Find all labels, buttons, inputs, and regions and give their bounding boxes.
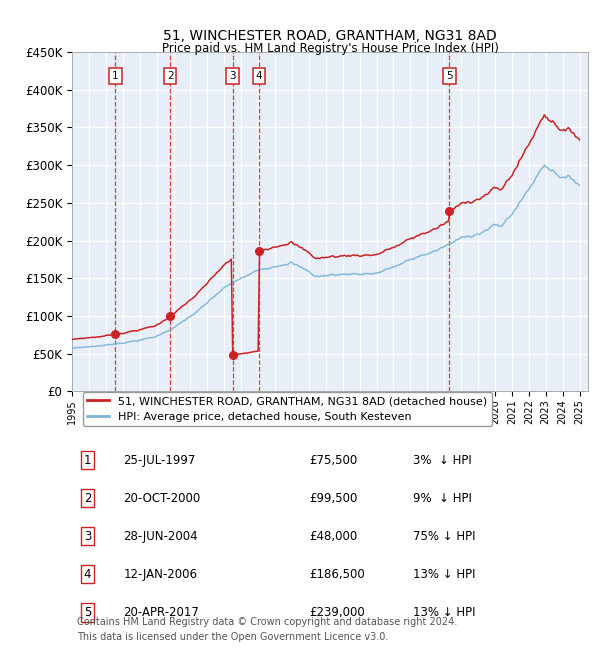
Text: Price paid vs. HM Land Registry's House Price Index (HPI): Price paid vs. HM Land Registry's House …	[161, 42, 499, 55]
Text: 51, WINCHESTER ROAD, GRANTHAM, NG31 8AD: 51, WINCHESTER ROAD, GRANTHAM, NG31 8AD	[163, 29, 497, 44]
Text: 13% ↓ HPI: 13% ↓ HPI	[413, 606, 475, 619]
Text: 4: 4	[84, 568, 91, 581]
Text: Contains HM Land Registry data © Crown copyright and database right 2024.: Contains HM Land Registry data © Crown c…	[77, 618, 457, 627]
Text: 25-JUL-1997: 25-JUL-1997	[124, 454, 196, 467]
Text: 3: 3	[84, 530, 91, 543]
Text: £99,500: £99,500	[310, 491, 358, 504]
Text: 4: 4	[256, 71, 262, 81]
Text: 5: 5	[84, 606, 91, 619]
Text: £75,500: £75,500	[310, 454, 358, 467]
Legend: 51, WINCHESTER ROAD, GRANTHAM, NG31 8AD (detached house), HPI: Average price, de: 51, WINCHESTER ROAD, GRANTHAM, NG31 8AD …	[83, 392, 492, 426]
Text: 20-APR-2017: 20-APR-2017	[124, 606, 199, 619]
Text: 12-JAN-2006: 12-JAN-2006	[124, 568, 197, 581]
Text: 13% ↓ HPI: 13% ↓ HPI	[413, 568, 475, 581]
Text: 28-JUN-2004: 28-JUN-2004	[124, 530, 198, 543]
Text: 1: 1	[112, 71, 119, 81]
Text: 20-OCT-2000: 20-OCT-2000	[124, 491, 201, 504]
Text: 9%  ↓ HPI: 9% ↓ HPI	[413, 491, 472, 504]
Text: £239,000: £239,000	[310, 606, 365, 619]
Text: 5: 5	[446, 71, 452, 81]
Text: 2: 2	[167, 71, 173, 81]
Text: 75% ↓ HPI: 75% ↓ HPI	[413, 530, 475, 543]
Text: This data is licensed under the Open Government Licence v3.0.: This data is licensed under the Open Gov…	[77, 632, 389, 642]
Text: £48,000: £48,000	[310, 530, 358, 543]
Text: 1: 1	[84, 454, 91, 467]
Text: 2: 2	[84, 491, 91, 504]
Text: 3: 3	[229, 71, 236, 81]
Text: 3%  ↓ HPI: 3% ↓ HPI	[413, 454, 472, 467]
Text: £186,500: £186,500	[310, 568, 365, 581]
